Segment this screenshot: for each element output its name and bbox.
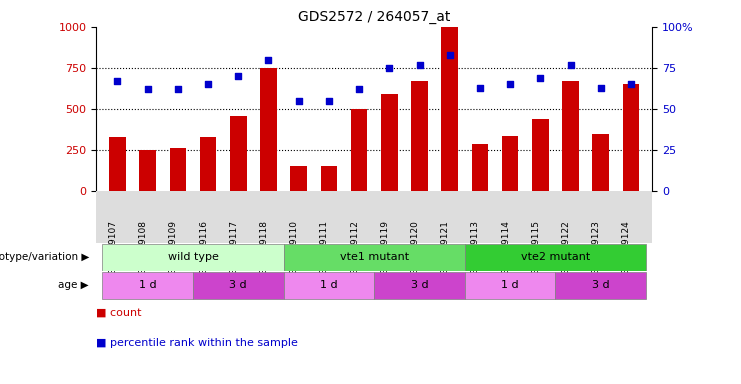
Point (625, 81, 637, 88)
Bar (260, 68, 277, 192)
Title: GDS2572 / 264057_at: GDS2572 / 264057_at (298, 10, 451, 25)
Point (293, 98, 305, 104)
Text: vte2 mutant: vte2 mutant (521, 252, 590, 262)
Bar (381, 94, 398, 192)
Point (565, 62, 576, 68)
Bar (139, 151, 156, 192)
Bar (193, 272, 284, 299)
Point (172, 86, 184, 93)
Text: age ▶: age ▶ (59, 280, 89, 290)
Bar (290, 166, 307, 192)
Text: ■ percentile rank within the sample: ■ percentile rank within the sample (96, 338, 298, 348)
Point (444, 52, 456, 58)
Text: vte1 mutant: vte1 mutant (339, 252, 409, 262)
Bar (284, 243, 465, 271)
Text: 1 d: 1 d (139, 280, 156, 290)
Text: 1 d: 1 d (502, 280, 519, 290)
Point (413, 62, 425, 68)
Point (262, 57, 274, 63)
Text: 3 d: 3 d (230, 280, 247, 290)
Bar (622, 84, 639, 192)
Bar (170, 148, 186, 192)
Bar (442, 27, 458, 192)
Point (142, 86, 153, 93)
Bar (102, 243, 284, 271)
Bar (502, 136, 519, 192)
Bar (562, 81, 579, 192)
Text: ■ count: ■ count (96, 307, 142, 317)
Bar (109, 137, 126, 192)
Bar (471, 144, 488, 192)
Point (233, 73, 245, 79)
Text: 3 d: 3 d (411, 280, 428, 290)
Point (383, 65, 395, 71)
Bar (230, 116, 247, 192)
Point (202, 81, 214, 88)
Bar (321, 166, 337, 192)
Point (112, 78, 124, 84)
Point (595, 85, 607, 91)
Bar (200, 137, 216, 192)
Bar (465, 243, 646, 271)
Point (353, 86, 365, 93)
Bar (374, 272, 465, 299)
Bar (592, 134, 609, 192)
Bar (350, 109, 368, 192)
Bar (411, 81, 428, 192)
Text: wild type: wild type (167, 252, 219, 262)
Text: 3 d: 3 d (592, 280, 610, 290)
Bar (102, 272, 193, 299)
Bar (465, 272, 556, 299)
Point (323, 98, 335, 104)
Point (474, 85, 486, 91)
Point (504, 81, 516, 88)
Text: genotype/variation ▶: genotype/variation ▶ (0, 252, 89, 262)
Bar (284, 272, 374, 299)
Bar (556, 272, 646, 299)
Point (534, 75, 546, 81)
Bar (532, 119, 548, 192)
Text: 1 d: 1 d (320, 280, 338, 290)
